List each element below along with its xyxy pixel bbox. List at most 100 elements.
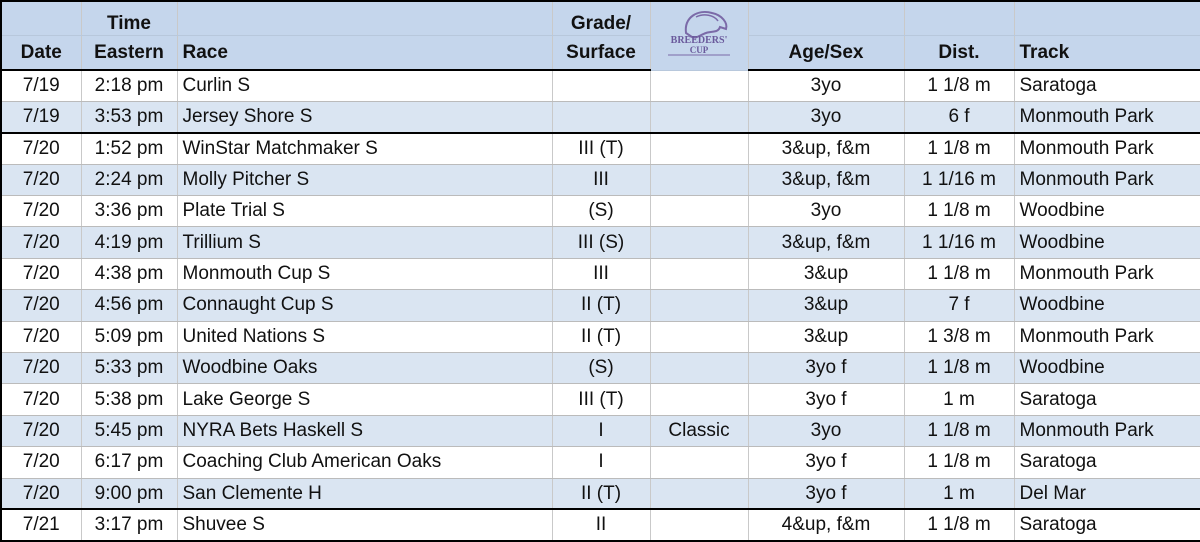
cell	[649, 383, 749, 416]
header-cell	[903, 1, 1015, 36]
cell: 7/20	[0, 164, 82, 197]
cell: 3&up	[747, 321, 905, 354]
cell: 7/20	[0, 352, 82, 385]
header-cell	[1013, 1, 1200, 36]
cell: III (S)	[551, 226, 651, 259]
cell: Shuvee S	[176, 509, 553, 542]
cell: 3yo f	[747, 478, 905, 511]
race-row: 7/20 5:09 pm United Nations S II (T) 3&up 1 3…	[0, 321, 1200, 354]
cell: 3:36 pm	[80, 195, 178, 228]
cell: 9:00 pm	[80, 478, 178, 511]
header-cell	[747, 1, 905, 36]
cell: I	[551, 446, 651, 479]
cell: Monmouth Park	[1013, 164, 1200, 197]
header-row: Time Grade/BREEDERS' CUP	[0, 1, 1200, 71]
header-row: Date Eastern Race Surface Age/Sex Dist. Track	[0, 35, 1200, 71]
cell: 7/20	[0, 478, 82, 511]
cell: Coaching Club American Oaks	[176, 446, 553, 479]
cell: 5:33 pm	[80, 352, 178, 385]
cell: 1 1/8 m	[903, 195, 1015, 228]
cell: 3&up, f&m	[747, 132, 905, 165]
cell: II	[551, 509, 651, 542]
cell	[649, 226, 749, 259]
cell	[649, 509, 749, 542]
cell: 4:19 pm	[80, 226, 178, 259]
cell: 4:56 pm	[80, 289, 178, 322]
cell: II (T)	[551, 289, 651, 322]
cell: 3&up, f&m	[747, 164, 905, 197]
cell: 7/20	[0, 289, 82, 322]
cell: Curlin S	[176, 70, 553, 102]
cell: 3yo f	[747, 383, 905, 416]
cell: 3:17 pm	[80, 509, 178, 542]
header-cell: Surface	[551, 35, 651, 71]
header-cell: BREEDERS' CUP	[649, 1, 749, 71]
cell: 3yo	[747, 195, 905, 228]
table-header: Time Grade/BREEDERS' CUP Date Eastern Race Sur…	[0, 1, 1200, 71]
header-cell: Track	[1013, 35, 1200, 71]
cell: 7/20	[0, 132, 82, 165]
cell	[649, 132, 749, 165]
cell: II (T)	[551, 321, 651, 354]
cell: 3:53 pm	[80, 101, 178, 134]
cell: Woodbine Oaks	[176, 352, 553, 385]
cell: 7 f	[903, 289, 1015, 322]
cell: 5:09 pm	[80, 321, 178, 354]
cell: Saratoga	[1013, 70, 1200, 102]
header-cell	[176, 1, 553, 36]
cell: Trillium S	[176, 226, 553, 259]
cell: NYRA Bets Haskell S	[176, 415, 553, 448]
cell	[649, 446, 749, 479]
cell: 3yo	[747, 101, 905, 134]
cell: 3&up	[747, 258, 905, 291]
cell: Plate Trial S	[176, 195, 553, 228]
cell	[649, 101, 749, 134]
cell: Connaught Cup S	[176, 289, 553, 322]
cell: 1 1/8 m	[903, 352, 1015, 385]
race-row: 7/20 6:17 pm Coaching Club American Oaks I 3…	[0, 446, 1200, 479]
cell: 3yo	[747, 70, 905, 102]
cell: Saratoga	[1013, 383, 1200, 416]
race-row: 7/20 1:52 pm WinStar Matchmaker S III (T) 3&…	[0, 132, 1200, 165]
cell: Monmouth Park	[1013, 132, 1200, 165]
cell: (S)	[551, 195, 651, 228]
cell: Monmouth Cup S	[176, 258, 553, 291]
cell: 7/19	[0, 70, 82, 102]
race-row: 7/21 3:17 pm Shuvee S II 4&up, f&m 1 1/8 m Sar…	[0, 509, 1200, 542]
cell: Woodbine	[1013, 195, 1200, 228]
cell: (S)	[551, 352, 651, 385]
cell: 1:52 pm	[80, 132, 178, 165]
header-cell: Age/Sex	[747, 35, 905, 71]
cell: Lake George S	[176, 383, 553, 416]
cell: 1 m	[903, 478, 1015, 511]
header-cell: Eastern	[80, 35, 178, 71]
cell: I	[551, 415, 651, 448]
cell	[649, 164, 749, 197]
race-row: 7/20 4:19 pm Trillium S III (S) 3&up, f&m 1 1…	[0, 226, 1200, 259]
cell: Woodbine	[1013, 226, 1200, 259]
cell: Woodbine	[1013, 289, 1200, 322]
cell: 5:45 pm	[80, 415, 178, 448]
cell	[649, 258, 749, 291]
header-cell	[0, 1, 82, 36]
race-row: 7/20 3:36 pm Plate Trial S (S) 3yo 1 1/8 m Woo…	[0, 195, 1200, 228]
cell: Saratoga	[1013, 509, 1200, 542]
header-cell: Dist.	[903, 35, 1015, 71]
cell: 1 m	[903, 383, 1015, 416]
race-row: 7/19 3:53 pm Jersey Shore S 3yo 6 f Monmouth …	[0, 101, 1200, 134]
cell: 4&up, f&m	[747, 509, 905, 542]
cell: 3yo f	[747, 352, 905, 385]
cell	[649, 321, 749, 354]
cell: 7/20	[0, 258, 82, 291]
cell: 7/19	[0, 101, 82, 134]
logo-text: BREEDERS'	[671, 35, 728, 46]
cell: III (T)	[551, 132, 651, 165]
cell: Monmouth Park	[1013, 258, 1200, 291]
